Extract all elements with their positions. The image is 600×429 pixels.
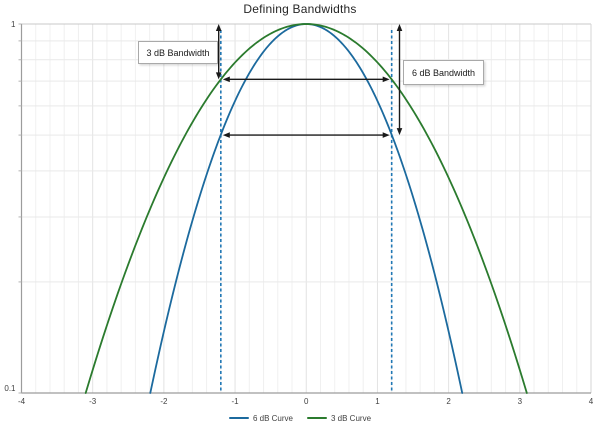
6db-bandwidth-arrow-head <box>222 132 230 138</box>
legend: 6 dB Curve 3 dB Curve <box>0 410 600 426</box>
legend-item-6-db-curve[interactable]: 6 dB Curve <box>228 413 293 423</box>
3db-bandwidth-arrow-head <box>222 76 230 83</box>
x-tick-label: -3 <box>89 397 97 406</box>
3db-drop-arrow-head <box>215 72 222 80</box>
6db-drop-arrow-head <box>396 128 403 136</box>
6db-bandwidth-arrow-head <box>382 132 390 138</box>
6db-drop-arrow-head <box>396 24 403 31</box>
legend-label: 6 dB Curve <box>252 413 293 423</box>
x-tick-label: 1 <box>375 397 380 406</box>
y-tick-label: 1 <box>11 20 16 29</box>
3db-drop-arrow <box>215 24 222 80</box>
3db-bandwidth-arrow <box>222 76 390 83</box>
gridlines <box>21 24 591 393</box>
axis-tick-labels: -4 -3 -2 -1 0 1 2 3 4 1 0.1 <box>4 20 593 406</box>
chart-title: Defining Bandwidths <box>243 2 357 16</box>
3db-bandwidth-arrow-head <box>382 76 390 83</box>
legend-label: 3 dB Curve <box>331 413 372 423</box>
annotation-3db-bandwidth-box[interactable]: 3 dB Bandwidth <box>138 41 218 64</box>
6db-bandwidth-arrow <box>222 132 390 138</box>
y-tick-label: 0.1 <box>4 384 16 393</box>
x-tick-label: 4 <box>589 397 594 406</box>
curve-3-db-curve <box>84 23 528 394</box>
x-tick-label: -2 <box>160 397 168 406</box>
6db-drop-arrow <box>396 24 403 136</box>
x-tick-label: -4 <box>18 397 26 406</box>
x-tick-label: 2 <box>446 397 451 406</box>
annotation-6db-bandwidth-box[interactable]: 6 dB Bandwidth <box>403 60 484 85</box>
legend-swatch <box>228 416 249 420</box>
x-tick-label: 0 <box>304 397 309 406</box>
3db-drop-arrow-head <box>215 24 222 31</box>
legend-swatch <box>307 416 327 420</box>
x-tick-label: 3 <box>518 397 523 406</box>
legend-item-3-db-curve[interactable]: 3 dB Curve <box>307 414 371 423</box>
annotation-3db-bandwidth-label: 3 dB Bandwidth <box>146 47 210 58</box>
x-tick-label: -1 <box>232 397 240 406</box>
annotation-6db-bandwidth-label: 6 dB Bandwidth <box>411 67 476 78</box>
